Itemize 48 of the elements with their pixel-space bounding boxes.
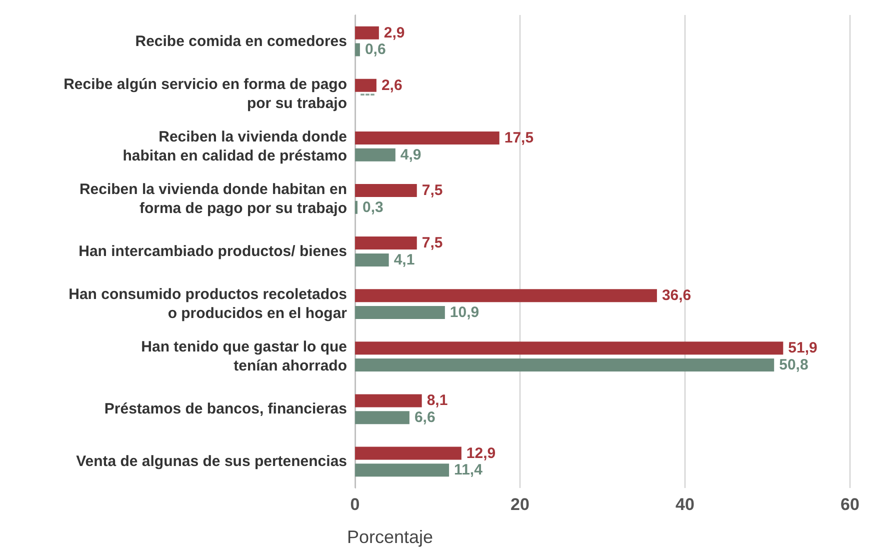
- bar: [355, 253, 389, 266]
- data-label: 7,5: [422, 234, 443, 252]
- bar: [355, 78, 376, 92]
- y-tick-label: Han tenido que gastar lo que tenían ahorrado: [141, 338, 347, 375]
- bar: [355, 306, 445, 320]
- data-label: 12,9: [466, 444, 496, 462]
- data-label: 4,9: [400, 146, 422, 164]
- data-label: 17,5: [504, 129, 534, 146]
- bar: [355, 446, 462, 460]
- bar: [355, 342, 784, 355]
- bar: [355, 184, 417, 197]
- y-tick-label: Préstamos de bancos, financieras: [104, 400, 347, 418]
- data-label: 0,6: [364, 41, 386, 58]
- data-label: 8,1: [426, 392, 448, 410]
- bar: [355, 289, 657, 302]
- data-label: 11,4: [454, 462, 484, 479]
- data-label: 2,9: [384, 24, 405, 42]
- y-tick-label: Reciben la vivienda donde habitan en forma de pago por su trabajo: [79, 180, 347, 217]
- text: ---: [360, 85, 375, 102]
- data-label: 10,9: [450, 304, 480, 322]
- data-label: 50,8: [779, 356, 808, 374]
- data-label: 6,6: [414, 409, 436, 426]
- data-label: 2,6: [381, 76, 402, 94]
- x-tick-label: 60: [840, 495, 860, 514]
- y-tick-label: Venta de algunas de sus pertenencias: [76, 453, 347, 470]
- y-tick-label: Reciben la vivienda donde habitan en calidad de préstamo: [122, 128, 347, 164]
- bar: [355, 131, 500, 144]
- bar: [355, 43, 360, 56]
- x-tick-label: 0: [350, 495, 360, 514]
- y-tick-label: Han consumido productos recoletados o producidos en el hogar: [68, 286, 348, 322]
- y-tick-label: Recibe comida en comedores: [135, 32, 347, 50]
- data-label: 4,1: [394, 251, 415, 268]
- data-label: 7,5: [422, 182, 443, 199]
- data-label: 36,6: [662, 287, 692, 304]
- y-tick-label: Han intercambiado productos/ bienes: [78, 243, 347, 260]
- data-label: 51,9: [788, 340, 818, 357]
- bar: [355, 358, 774, 372]
- bar: [355, 236, 417, 250]
- bar: [355, 394, 422, 408]
- x-tick-label: 40: [676, 495, 694, 514]
- x-tick-label: 20: [510, 495, 530, 514]
- bar: [355, 26, 379, 40]
- bar: [355, 411, 410, 424]
- data-label: 0,3: [362, 198, 384, 216]
- bar: [355, 148, 396, 162]
- y-tick-label: Recibe algún servicio en forma de pago por su trabajo: [64, 76, 347, 112]
- bar: [355, 464, 450, 477]
- x-axis-title: Porcentaje: [347, 527, 434, 547]
